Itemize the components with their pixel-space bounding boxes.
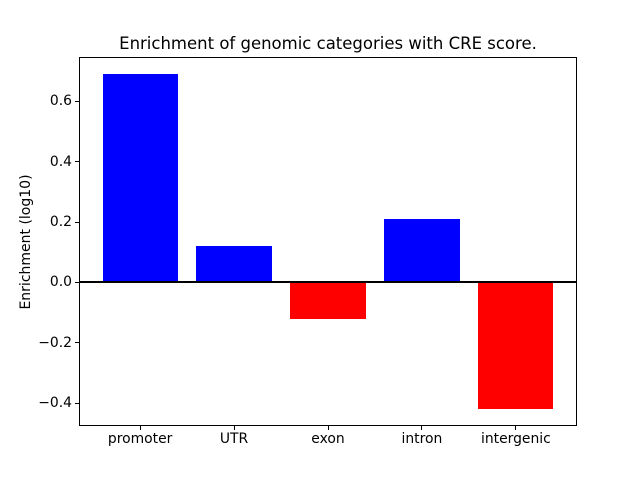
y-tick-mark (75, 221, 79, 223)
x-tick-label-intron: intron (401, 431, 443, 447)
x-tick-mark (327, 426, 329, 430)
x-tick-label-UTR: UTR (219, 431, 249, 447)
y-tick-label: 0.0 (49, 274, 72, 291)
x-tick-label-exon: exon (311, 431, 345, 447)
x-tick-mark (139, 426, 141, 430)
x-tick-mark (515, 426, 517, 430)
zero-line (80, 281, 576, 284)
y-tick-mark (75, 402, 79, 404)
plot-area (79, 57, 577, 426)
bar-promoter (102, 74, 178, 283)
y-tick-label: 0.4 (49, 153, 72, 170)
y-tick-mark (75, 161, 79, 163)
y-tick-label: −0.4 (38, 395, 72, 412)
y-tick-label: −0.2 (38, 334, 72, 351)
bar-intron (384, 218, 460, 283)
x-tick-mark (233, 426, 235, 430)
chart-title: Enrichment of genomic categories with CR… (119, 34, 537, 53)
y-tick-mark (75, 281, 79, 283)
y-tick-label: 0.6 (49, 93, 72, 110)
x-tick-label-promoter: promoter (107, 431, 173, 447)
y-tick-label: 0.2 (49, 214, 72, 231)
y-tick-mark (75, 100, 79, 102)
bar-intergenic (478, 282, 554, 410)
bar-UTR (196, 246, 272, 283)
x-tick-label-intergenic: intergenic (480, 431, 551, 447)
x-tick-mark (421, 426, 423, 430)
bar-exon (290, 282, 366, 319)
y-tick-mark (75, 342, 79, 344)
